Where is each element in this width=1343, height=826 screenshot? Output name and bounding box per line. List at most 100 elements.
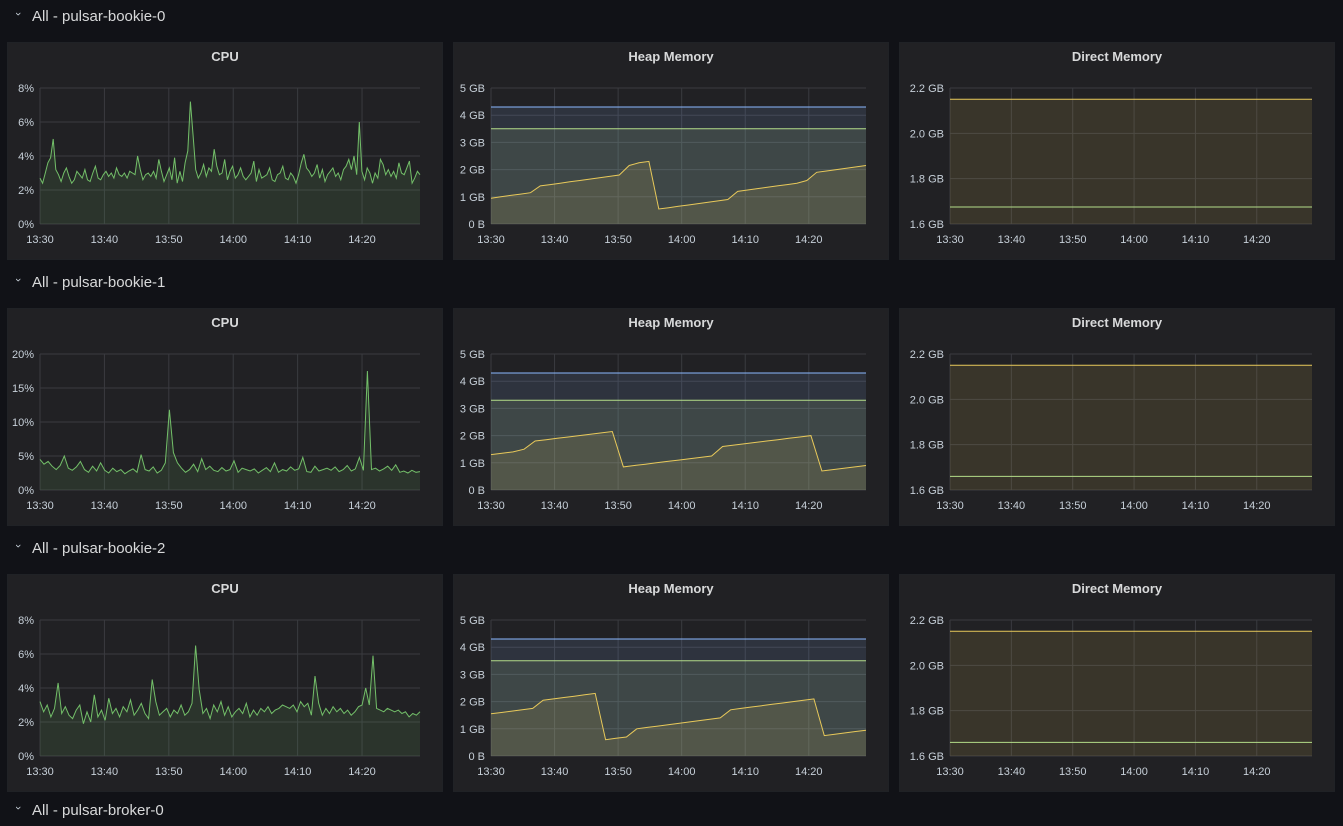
- chevron-down-icon[interactable]: ›: [12, 806, 24, 810]
- x-tick-label: 14:00: [1120, 234, 1148, 246]
- x-tick-label: 13:30: [477, 234, 505, 246]
- panel-title[interactable]: CPU: [211, 581, 239, 596]
- y-tick-label: 5%: [18, 451, 34, 463]
- x-tick-label: 14:20: [1243, 234, 1271, 246]
- x-tick-label: 14:20: [795, 500, 823, 512]
- row-header-4[interactable]: › All - pulsar-broker-0: [0, 798, 1343, 826]
- y-tick-label: 5 GB: [460, 615, 485, 627]
- x-tick-label: 14:20: [348, 500, 376, 512]
- graph[interactable]: 0% 2% 4% 6% 8% 13:30 13:40 13:50 14:00 14:10 14:20: [8, 575, 444, 793]
- x-tick-label: 14:10: [1182, 234, 1210, 246]
- y-tick-label: 2 GB: [460, 697, 485, 709]
- panel-title[interactable]: Heap Memory: [628, 315, 714, 330]
- panel-title[interactable]: Heap Memory: [628, 581, 714, 596]
- y-tick-label: 0%: [18, 485, 34, 497]
- y-tick-label: 1 GB: [460, 192, 485, 204]
- row-header-1[interactable]: › All - pulsar-bookie-0: [0, 4, 1343, 32]
- series-area-max: [491, 639, 866, 756]
- y-tick-label: 1.8 GB: [910, 174, 944, 186]
- panel-cpu[interactable]: CPU 0% 5% 10% 15% 20% 13:30 13:40 13:50 14:00 14:1…: [7, 308, 443, 526]
- x-tick-label: 13:40: [541, 500, 569, 512]
- y-tick-label: 1.8 GB: [910, 440, 944, 452]
- x-tick-label: 13:40: [91, 234, 119, 246]
- panel-title[interactable]: Heap Memory: [628, 49, 714, 64]
- y-tick-label: 3 GB: [460, 403, 485, 415]
- x-tick-label: 13:40: [541, 766, 569, 778]
- graph[interactable]: 1.6 GB 1.8 GB 2.0 GB 2.2 GB 13:30 13:40 13:50 1…: [900, 309, 1336, 527]
- series-line-used[interactable]: [490, 160, 867, 210]
- x-tick-label: 14:10: [731, 766, 759, 778]
- series-line-cpu[interactable]: [39, 645, 421, 724]
- chevron-down-icon[interactable]: ›: [12, 544, 24, 548]
- y-tick-label: 2 GB: [460, 165, 485, 177]
- panel-heap-memory[interactable]: Heap Memory 0 B 1 GB 2 GB 3 GB 4 GB 5 GB 13:30 1…: [453, 574, 889, 792]
- series-line-cpu[interactable]: [39, 101, 421, 185]
- y-tick-label: 8%: [18, 83, 34, 95]
- panel-direct-memory[interactable]: Direct Memory 1.6 GB 1.8 GB 2.0 GB 2.2 GB 13:…: [899, 42, 1335, 260]
- row-title: All - pulsar-bookie-1: [32, 274, 166, 291]
- series-line-cpu[interactable]: [39, 370, 421, 475]
- x-tick-label: 13:30: [477, 500, 505, 512]
- series-area-committed: [491, 660, 866, 756]
- x-tick-label: 14:10: [731, 234, 759, 246]
- y-tick-label: 3 GB: [460, 669, 485, 681]
- panel-title[interactable]: CPU: [211, 315, 239, 330]
- x-tick-label: 13:30: [936, 766, 964, 778]
- y-tick-label: 2.0 GB: [910, 394, 944, 406]
- y-tick-label: 2.2 GB: [910, 349, 944, 361]
- x-tick-label: 14:20: [1243, 766, 1271, 778]
- series-line-used[interactable]: [490, 430, 867, 472]
- panel-heap-memory[interactable]: Heap Memory 0 B 1 GB 2 GB 3 GB 4 GB 5 GB 13:30 1…: [453, 42, 889, 260]
- y-tick-label: 10%: [12, 417, 34, 429]
- panel-title[interactable]: Direct Memory: [1071, 315, 1163, 330]
- x-tick-label: 14:10: [284, 500, 312, 512]
- chevron-down-icon[interactable]: ›: [12, 278, 24, 282]
- y-tick-label: 2 GB: [460, 431, 485, 443]
- x-tick-label: 13:50: [155, 766, 183, 778]
- x-tick-label: 14:00: [219, 500, 247, 512]
- series-line-used[interactable]: [490, 692, 867, 741]
- y-tick-label: 5 GB: [460, 349, 485, 361]
- chevron-down-icon[interactable]: ›: [12, 12, 24, 16]
- panel-title[interactable]: Direct Memory: [1071, 581, 1163, 596]
- y-tick-label: 0 B: [468, 219, 485, 231]
- x-tick-label: 14:00: [219, 234, 247, 246]
- panel-cpu[interactable]: CPU 0% 2% 4% 6% 8% 13:30 13:40 13:50 14:00 14:10 14…: [7, 574, 443, 792]
- graph[interactable]: 0 B 1 GB 2 GB 3 GB 4 GB 5 GB 13:30 13:40 13:50 14…: [454, 309, 890, 527]
- panel-heap-memory[interactable]: Heap Memory 0 B 1 GB 2 GB 3 GB 4 GB 5 GB 13:30 1…: [453, 308, 889, 526]
- x-tick-label: 13:30: [26, 500, 54, 512]
- x-tick-label: 13:40: [541, 234, 569, 246]
- x-tick-label: 14:20: [1243, 500, 1271, 512]
- x-tick-label: 14:00: [668, 766, 696, 778]
- y-tick-label: 1.6 GB: [910, 219, 944, 231]
- series-area-cpu: [40, 101, 420, 224]
- graph[interactable]: 1.6 GB 1.8 GB 2.0 GB 2.2 GB 13:30 13:40 13:50 1…: [900, 575, 1336, 793]
- panel-cpu[interactable]: CPU 0% 2% 4% 6% 8% 13:30 13:40 13:50 14:00 14:10 14…: [7, 42, 443, 260]
- graph[interactable]: 0% 5% 10% 15% 20% 13:30 13:40 13:50 14:00 14:10 14…: [8, 309, 444, 527]
- x-tick-label: 13:40: [91, 500, 119, 512]
- y-tick-label: 2.2 GB: [910, 615, 944, 627]
- y-tick-label: 1 GB: [460, 458, 485, 470]
- y-tick-label: 2%: [18, 185, 34, 197]
- x-tick-label: 14:10: [731, 500, 759, 512]
- row-header-2[interactable]: › All - pulsar-bookie-1: [0, 270, 1343, 298]
- series-area-used: [491, 693, 866, 756]
- x-tick-label: 14:20: [348, 234, 376, 246]
- graph[interactable]: 1.6 GB 1.8 GB 2.0 GB 2.2 GB 13:30 13:40 13:50 1…: [900, 43, 1336, 261]
- x-tick-label: 13:40: [998, 234, 1026, 246]
- panel-title[interactable]: CPU: [211, 49, 239, 64]
- x-tick-label: 14:20: [348, 766, 376, 778]
- graph[interactable]: 0% 2% 4% 6% 8% 13:30 13:40 13:50 14:00 14:10 14:20: [8, 43, 444, 261]
- graph[interactable]: 0 B 1 GB 2 GB 3 GB 4 GB 5 GB 13:30 13:40 13:50 14…: [454, 43, 890, 261]
- x-tick-label: 13:30: [477, 766, 505, 778]
- panel-direct-memory[interactable]: Direct Memory 1.6 GB 1.8 GB 2.0 GB 2.2 GB 13:…: [899, 308, 1335, 526]
- x-tick-label: 14:10: [284, 766, 312, 778]
- panel-title[interactable]: Direct Memory: [1071, 49, 1163, 64]
- series-area-used: [491, 431, 866, 490]
- panel-direct-memory[interactable]: Direct Memory 1.6 GB 1.8 GB 2.0 GB 2.2 GB 13:…: [899, 574, 1335, 792]
- x-tick-label: 13:50: [155, 500, 183, 512]
- graph[interactable]: 0 B 1 GB 2 GB 3 GB 4 GB 5 GB 13:30 13:40 13:50 14…: [454, 575, 890, 793]
- x-tick-label: 13:30: [936, 234, 964, 246]
- row-header-3[interactable]: › All - pulsar-bookie-2: [0, 536, 1343, 564]
- x-tick-label: 14:10: [1182, 766, 1210, 778]
